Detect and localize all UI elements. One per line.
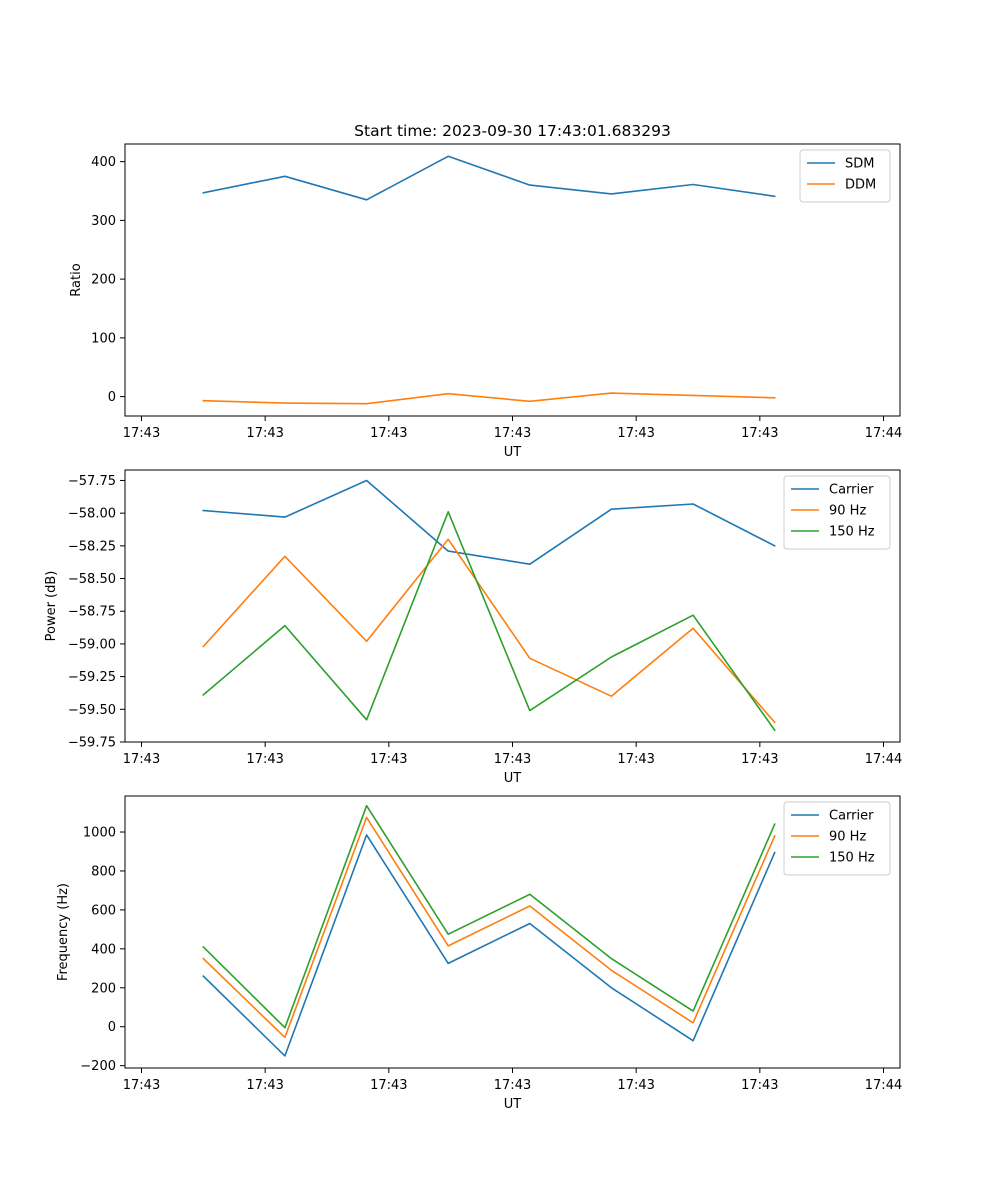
y-tick-label: 0: [108, 1020, 116, 1035]
legend: Carrier 90 Hz 150 Hz: [783, 801, 891, 876]
y-tick-label: 0: [108, 390, 116, 405]
y-tick-label: −59.00: [68, 637, 116, 652]
y-tick-label: 200: [91, 273, 116, 288]
legend: Carrier 90 Hz 150 Hz: [783, 475, 891, 550]
x-tick-label: 17:44: [865, 752, 902, 767]
chart-panel-1: 17:43 17:43 17:43 17:43 17:43 17:43 17:44 0 100 2…: [69, 122, 902, 460]
series-line-150-hz: [202, 804, 776, 1029]
y-tick-label: 100: [91, 331, 116, 346]
x-tick-label: 17:43: [123, 1078, 160, 1093]
y-tick-label: −59.25: [68, 670, 116, 685]
x-tick-label: 17:43: [370, 1078, 407, 1093]
series-line-carrier: [202, 479, 776, 566]
y-tick-label: −58.25: [68, 539, 116, 554]
series-line-150-hz: [202, 510, 776, 732]
x-tick-label: 17:43: [494, 1078, 531, 1093]
legend-label: 90 Hz: [829, 830, 866, 845]
x-tick-label: 17:44: [865, 1078, 902, 1093]
x-tick-label: 17:44: [865, 426, 902, 441]
y-tick-label: −58.00: [68, 507, 116, 522]
y-tick-label: −57.75: [68, 474, 116, 489]
series-line-90-hz: [202, 816, 776, 1039]
x-tick-label: 17:43: [617, 426, 654, 441]
chart-panel-2: 17:43 17:43 17:43 17:43 17:43 17:43 17:44 −57.7…: [44, 469, 902, 786]
legend-label: SDM: [845, 157, 874, 172]
y-tick-label: −58.75: [68, 605, 116, 620]
legend-label: Carrier: [829, 809, 874, 824]
y-tick-label: −58.50: [68, 572, 116, 587]
legend-label: Carrier: [829, 483, 874, 498]
legend-label: 150 Hz: [829, 851, 875, 866]
x-axis-label: UT: [504, 771, 522, 786]
chart-panel-3: 17:43 17:43 17:43 17:43 17:43 17:43 17:44 −200 0…: [56, 795, 902, 1112]
y-tick-label: −59.50: [68, 703, 116, 718]
chart-title: Start time: 2023-09-30 17:43:01.683293: [354, 122, 671, 140]
x-tick-label: 17:43: [370, 426, 407, 441]
x-tick-label: 17:43: [123, 426, 160, 441]
x-tick-label: 17:43: [246, 1078, 283, 1093]
x-tick-label: 17:43: [741, 1078, 778, 1093]
y-tick-label: 800: [91, 864, 116, 879]
x-tick-label: 17:43: [370, 752, 407, 767]
x-tick-label: 17:43: [741, 426, 778, 441]
series-line-90-hz: [202, 538, 776, 724]
y-axis-label: Ratio: [69, 263, 84, 296]
x-tick-label: 17:43: [123, 752, 160, 767]
legend-label: 150 Hz: [829, 525, 875, 540]
y-tick-label: −200: [80, 1059, 116, 1074]
y-tick-label: 400: [91, 155, 116, 170]
y-tick-label: 400: [91, 942, 116, 957]
x-tick-label: 17:43: [617, 752, 654, 767]
y-tick-label: 300: [91, 214, 116, 229]
x-tick-label: 17:43: [246, 426, 283, 441]
y-tick-label: 1000: [83, 826, 116, 841]
x-tick-label: 17:43: [494, 426, 531, 441]
x-axis-label: UT: [504, 445, 522, 460]
x-tick-label: 17:43: [617, 1078, 654, 1093]
x-axis-label: UT: [504, 1097, 522, 1112]
legend-label: 90 Hz: [829, 504, 866, 519]
series-line-sdm: [202, 155, 776, 201]
y-tick-label: 600: [91, 903, 116, 918]
y-axis-label: Power (dB): [44, 571, 59, 642]
legend: SDM DDM: [799, 149, 891, 203]
x-tick-label: 17:43: [494, 752, 531, 767]
y-tick-label: −59.75: [68, 736, 116, 751]
x-tick-label: 17:43: [246, 752, 283, 767]
legend-label: DDM: [845, 178, 876, 193]
y-tick-label: 200: [91, 981, 116, 996]
x-tick-label: 17:43: [741, 752, 778, 767]
series-line-carrier: [202, 834, 776, 1057]
y-axis-label: Frequency (Hz): [56, 883, 71, 981]
series-line-ddm: [202, 392, 776, 405]
